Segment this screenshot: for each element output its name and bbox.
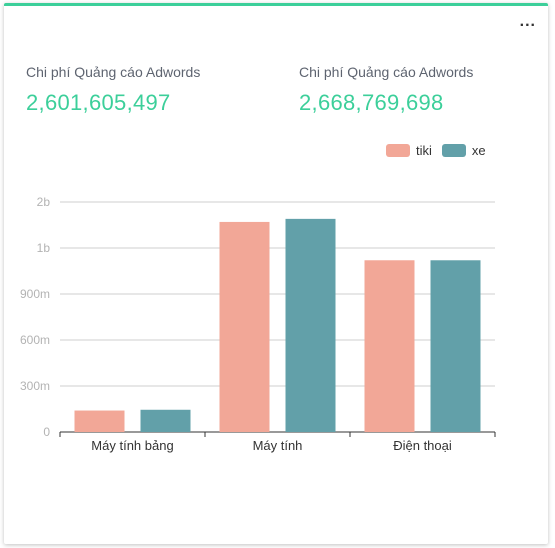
more-options-icon[interactable]: ... [519, 13, 536, 30]
legend-swatch-tiki [386, 144, 410, 157]
bar-xe [430, 260, 481, 432]
stat-block-2: Chi phí Quảng cáo Adwords 2,668,769,698 [299, 64, 473, 116]
bar-tiki [74, 410, 125, 432]
legend-item-xe[interactable]: xe [441, 143, 486, 158]
bar-xe [285, 218, 336, 432]
stat-block-1: Chi phí Quảng cáo Adwords 2,601,605,497 [26, 64, 200, 116]
chart-legend: tiki xe [386, 143, 496, 158]
x-tick-label: Điện thoại [393, 438, 452, 453]
y-tick-label: 2b [37, 195, 51, 209]
y-tick-label: 300m [20, 379, 50, 393]
legend-label: tiki [416, 143, 432, 158]
y-tick-label: 0 [43, 425, 50, 439]
x-tick-label: Máy tính bảng [91, 438, 173, 453]
x-tick-label: Máy tính [253, 438, 303, 453]
bar-xe [140, 409, 191, 432]
stat-label: Chi phí Quảng cáo Adwords [299, 64, 474, 80]
y-tick-label: 1b [37, 241, 51, 255]
stat-value: 2,601,605,497 [26, 90, 171, 115]
y-tick-label: 900m [20, 287, 50, 301]
bar-tiki [364, 260, 415, 432]
legend-item-tiki[interactable]: tiki [386, 143, 432, 158]
bar-tiki [219, 221, 270, 432]
stat-value: 2,668,769,698 [299, 90, 444, 115]
legend-swatch-xe [441, 144, 466, 157]
y-tick-label: 600m [20, 333, 50, 347]
stat-label: Chi phí Quảng cáo Adwords [26, 64, 201, 80]
legend-label: xe [471, 143, 486, 158]
